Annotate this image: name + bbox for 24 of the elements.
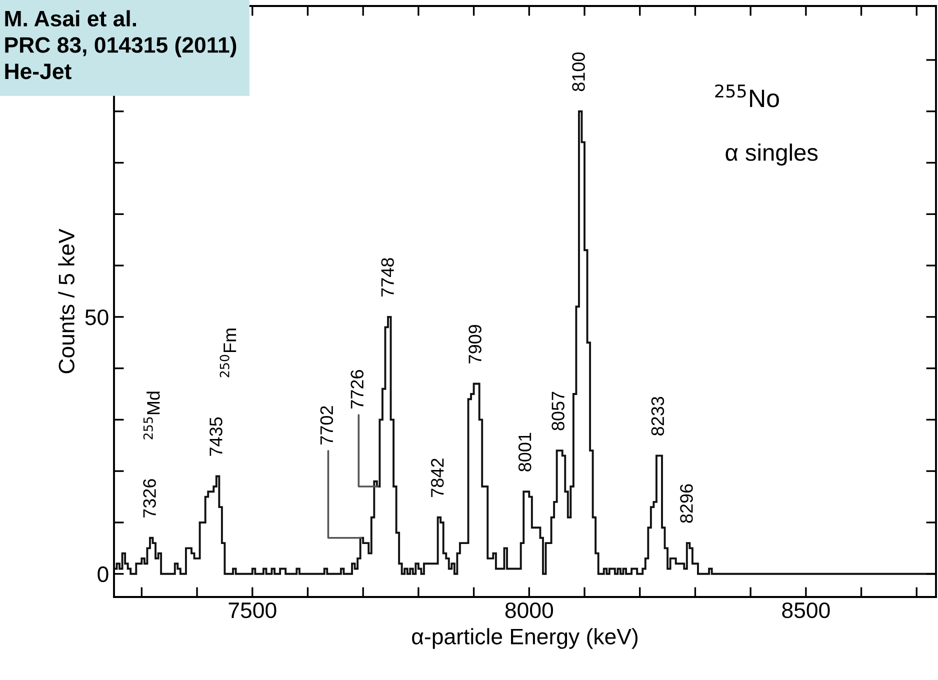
annotation: $^{255}$No: [715, 84, 779, 108]
annotation: α singles: [726, 144, 818, 166]
annotation: 8100: [572, 52, 585, 92]
annotation: 8233: [651, 396, 664, 436]
annotation: M. Asai et al. PRC 83, 014315 (2011) He-Jet: [5, 10, 236, 80]
annotation: 8057: [552, 392, 564, 430]
y-tick-label: 0: [98, 566, 108, 582]
annotation: 7842: [430, 458, 444, 497]
annotation: 7326: [143, 479, 156, 518]
x-tick-label: 8000: [505, 602, 554, 618]
annotation: 7435: [210, 417, 222, 456]
annotation: $^{255}$Md: [143, 392, 160, 440]
y-axis-title: Counts / 5 keV: [58, 228, 74, 374]
annotation: $^{250}$Fm: [220, 328, 236, 378]
annotation: 7726: [350, 370, 364, 408]
annotation: 7909: [468, 324, 482, 364]
y-tick-label: 50: [85, 309, 108, 326]
annotation: 8296: [680, 484, 693, 523]
x-tick-label: 7500: [228, 602, 276, 618]
x-tick-label: 8500: [782, 602, 830, 618]
annotation: 7702: [320, 406, 334, 444]
annotation: 7748: [381, 258, 394, 297]
x-axis-title: α-particle Energy (keV): [412, 628, 638, 649]
annotation: 8001: [518, 432, 532, 472]
